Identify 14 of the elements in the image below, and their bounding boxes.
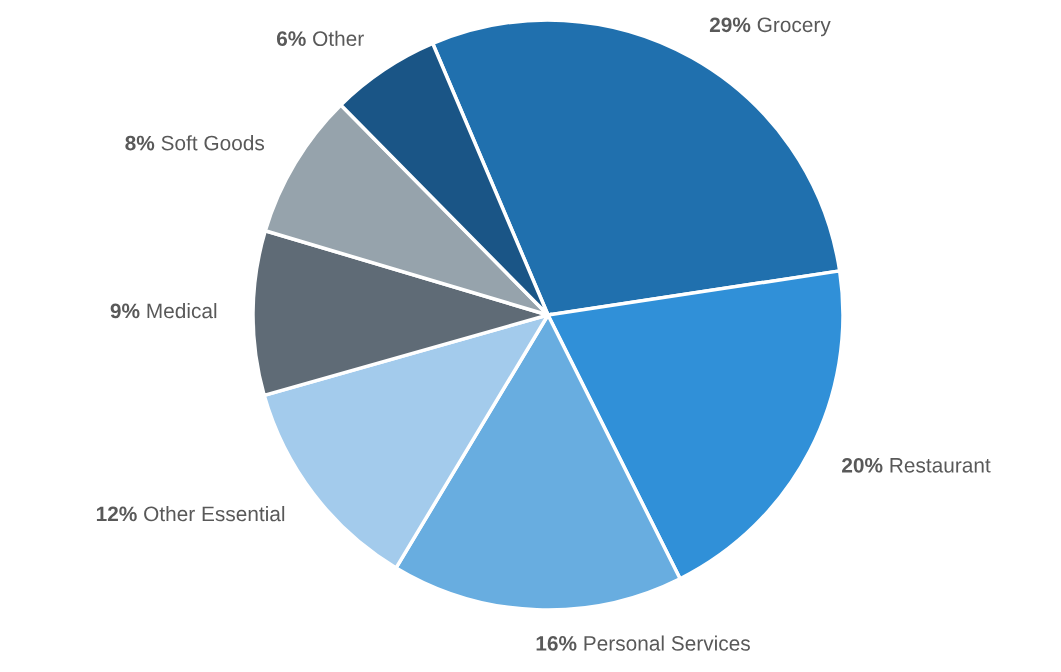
data-label: 8%	[125, 135, 155, 151]
slice-label: Personal Services	[584, 635, 750, 651]
data-label: 20%	[842, 457, 883, 473]
data-label: 12%	[96, 506, 137, 522]
slice-label: Other	[313, 30, 364, 47]
data-label: 29%	[709, 17, 751, 33]
slice-label: Restaurant	[890, 458, 991, 473]
slice-label: Soft Goods	[161, 135, 265, 151]
data-label: 9%	[110, 303, 140, 319]
data-label: 16%	[536, 636, 577, 651]
slice-label: Grocery	[757, 17, 831, 37]
data-label: 6%	[276, 31, 306, 47]
slice-label: Other Essential	[144, 505, 285, 522]
slice-label: Medical	[147, 302, 217, 319]
